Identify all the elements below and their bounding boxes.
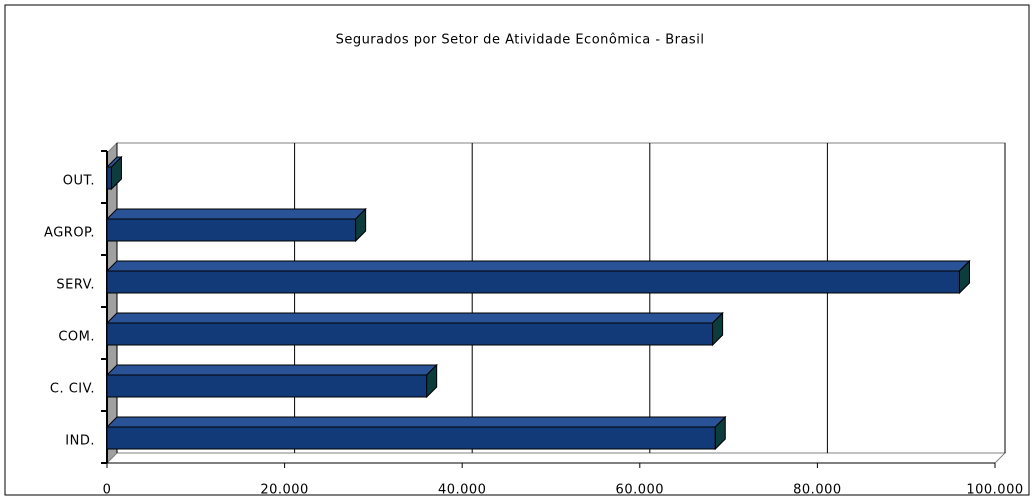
bar — [106, 374, 428, 398]
bar-end — [426, 363, 438, 399]
x-tick-label: 0 — [103, 483, 112, 498]
bar-top — [105, 208, 367, 220]
y-tick-label: C. CIV. — [50, 382, 95, 397]
x-tick-label: 20.000 — [260, 483, 309, 498]
bar-end — [355, 207, 367, 243]
x-tick-label: 80.000 — [793, 483, 842, 498]
y-tick-label: OUT. — [63, 174, 95, 189]
x-tick-label: 60.000 — [616, 483, 665, 498]
bar-top — [105, 312, 724, 324]
x-tick-label: 100.000 — [966, 483, 1023, 498]
bar-end — [958, 259, 970, 295]
bar — [106, 218, 357, 242]
y-tick-label: SERV. — [56, 278, 95, 293]
bar-end — [712, 311, 724, 347]
back-wall — [116, 142, 1006, 454]
chart-title: Segurados por Setor de Atividade Econômi… — [336, 33, 705, 48]
bar-top — [105, 364, 438, 376]
bar — [106, 322, 714, 346]
bar — [106, 426, 716, 450]
y-tick-label: AGROP. — [44, 226, 95, 241]
bar — [106, 166, 112, 190]
bar-top — [105, 416, 727, 428]
bar — [106, 270, 960, 294]
x-tick-label: 40.000 — [438, 483, 487, 498]
bar-end — [714, 415, 726, 451]
bar-top — [105, 260, 971, 272]
y-tick-label: IND. — [65, 434, 95, 449]
y-tick-label: COM. — [58, 330, 95, 345]
floor — [105, 452, 1007, 464]
bar-end — [110, 155, 122, 191]
side-wall — [106, 141, 118, 465]
